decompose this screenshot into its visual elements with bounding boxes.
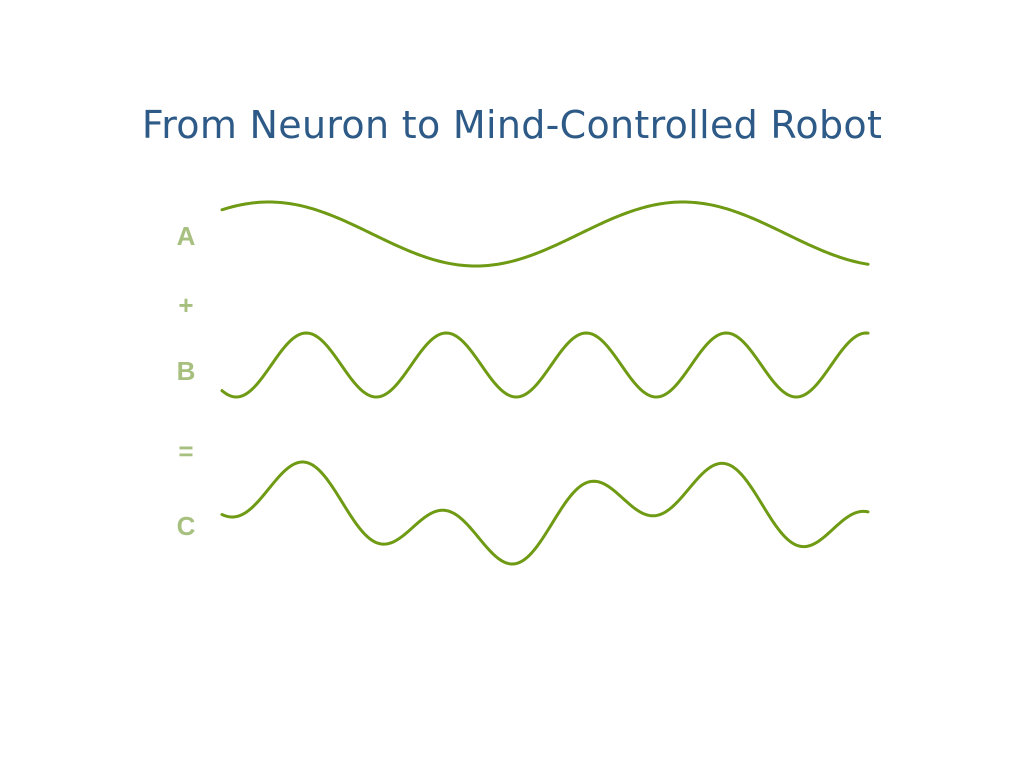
- label-c: C: [176, 511, 196, 541]
- plus-operator: +: [178, 290, 194, 320]
- wave-c: [220, 460, 870, 566]
- wave-a: [220, 200, 870, 268]
- slide-title: From Neuron to Mind-Controlled Robot: [141, 103, 883, 147]
- wave-b: [220, 331, 870, 399]
- label-b: B: [176, 356, 196, 386]
- equals-operator: =: [178, 436, 194, 466]
- label-a: A: [176, 221, 196, 251]
